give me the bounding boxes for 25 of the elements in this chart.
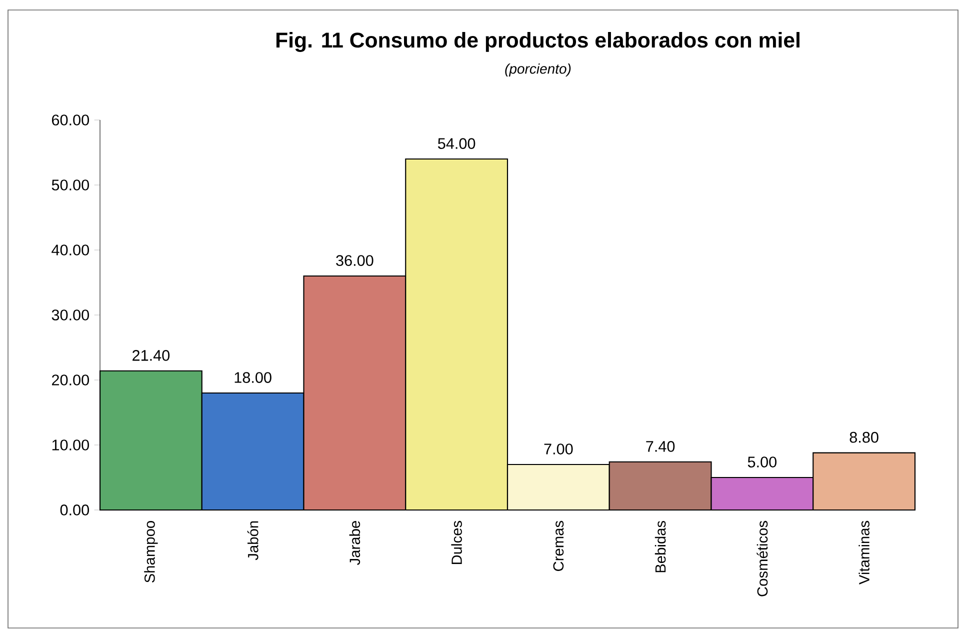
y-tick-label: 0.00 [60,504,90,516]
y-tick-label: 30.00 [52,310,89,320]
data-label: 21.40 [132,350,170,361]
x-tick-label: Jabón [247,521,258,560]
data-label: 36.00 [336,255,374,266]
y-tick-label: 10.00 [52,440,89,450]
y-tick-label: 50.00 [52,180,89,190]
y-tick-label: 60.00 [52,114,89,126]
data-label: 7.00 [544,444,573,454]
x-tick-label: Cosméticos [756,520,768,596]
data-label: 5.00 [748,456,776,468]
x-tick-label: Vitaminas [858,520,870,584]
data-label: 18.00 [234,372,272,383]
y-tick-label: 40.00 [52,244,89,256]
x-tick-label: Cremas [553,520,564,571]
data-label: 54.00 [438,138,476,149]
x-tick-label: Dulces [451,520,462,564]
data-label: 7.40 [646,440,675,452]
chart-subtitle: (porciento) [505,63,571,77]
x-tick-label: Shampoo [144,521,158,582]
y-tick-label: 20.00 [52,374,89,386]
data-label: 8.80 [850,432,878,443]
chart-title: Fig. 11 Consumo de productos elaborados con miel [276,32,800,52]
x-tick-label: Bebidas [654,520,666,572]
x-tick-label: Jarabe [349,521,360,566]
